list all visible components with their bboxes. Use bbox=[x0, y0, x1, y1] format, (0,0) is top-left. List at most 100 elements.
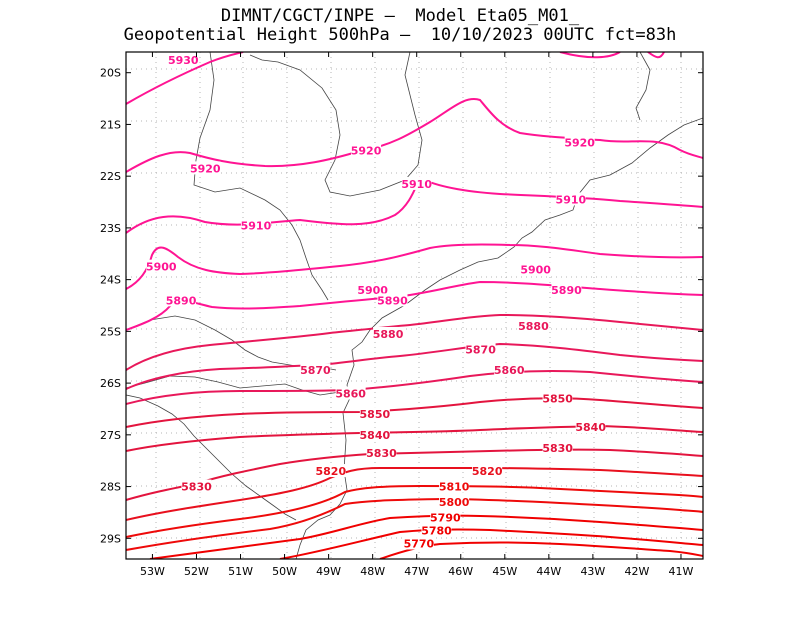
x-tick-label: 45W bbox=[492, 565, 517, 578]
contour-label-bg bbox=[542, 440, 573, 454]
contour-label-5860: 5860 bbox=[335, 387, 366, 400]
y-axis: 20S 21S 22S 23S 24S 25S 26S 27S 28S 29S bbox=[100, 67, 703, 545]
contour-label-bg bbox=[403, 536, 434, 550]
x-tick-label: 46W bbox=[448, 565, 473, 578]
contour-label-5900: 5900 bbox=[520, 263, 551, 276]
y-tick-label: 22S bbox=[100, 170, 121, 183]
x-tick-label: 44W bbox=[536, 565, 561, 578]
x-axis: 53W 52W 51W 50W 49W 48W 47W 46W 45W 44W 43W 42W 41W bbox=[140, 52, 694, 578]
contour-label-bg bbox=[168, 52, 199, 66]
contour-label-5910: 5910 bbox=[556, 193, 587, 206]
x-tick-label: 47W bbox=[404, 565, 429, 578]
contour-label-5890: 5890 bbox=[551, 284, 582, 297]
contour-label-bg bbox=[181, 479, 212, 493]
contour-label-bg bbox=[401, 176, 432, 190]
contour-label-bg bbox=[377, 293, 408, 307]
contour-label-5780: 5780 bbox=[421, 525, 452, 538]
contour-label-bg bbox=[542, 391, 573, 405]
contour-line-5780 bbox=[279, 528, 703, 559]
contour-line-5930 bbox=[126, 52, 665, 105]
contour-label-5910: 5910 bbox=[401, 178, 432, 191]
contour-label-bg bbox=[494, 363, 525, 377]
contour-label-bg bbox=[357, 282, 388, 296]
contour-label-5800: 5800 bbox=[439, 496, 470, 509]
contour-label-5770: 5770 bbox=[404, 537, 435, 550]
contour-label-bg bbox=[359, 407, 390, 421]
contour-line-5900 bbox=[126, 243, 703, 290]
y-tick-label: 20S bbox=[100, 67, 121, 80]
contour-label-5900: 5900 bbox=[146, 261, 177, 274]
contour-label-5930: 5930 bbox=[168, 54, 199, 67]
lat-lon-grid bbox=[126, 52, 703, 559]
contour-label-bg bbox=[564, 135, 595, 149]
x-tick-label: 48W bbox=[360, 565, 385, 578]
x-tick-label: 53W bbox=[140, 565, 165, 578]
contour-label-5890: 5890 bbox=[377, 294, 408, 307]
y-tick-label: 25S bbox=[100, 325, 121, 338]
contour-lines bbox=[126, 52, 703, 559]
y-tick-label: 23S bbox=[100, 222, 121, 235]
contour-label-bg bbox=[315, 464, 346, 478]
contour-label-5790: 5790 bbox=[430, 512, 461, 525]
contour-label-bg bbox=[373, 326, 404, 340]
contour-label-5850: 5850 bbox=[360, 408, 391, 421]
x-tick-label: 43W bbox=[580, 565, 605, 578]
contour-line-5890 bbox=[126, 280, 703, 331]
contour-label-bg bbox=[575, 420, 606, 434]
contour-line-5810 bbox=[126, 484, 703, 538]
contour-label-bg bbox=[430, 510, 461, 524]
y-tick-label: 29S bbox=[100, 532, 121, 545]
contour-label-5850: 5850 bbox=[542, 393, 573, 406]
x-tick-label: 49W bbox=[316, 565, 341, 578]
contour-label-5920: 5920 bbox=[351, 144, 382, 157]
contour-label-bg bbox=[439, 479, 470, 493]
contour-label-5840: 5840 bbox=[575, 421, 606, 434]
contour-line-5840 bbox=[126, 424, 703, 452]
contour-label-bg bbox=[240, 218, 271, 232]
contour-label-5920: 5920 bbox=[190, 162, 221, 175]
contour-line-5910 bbox=[126, 176, 703, 234]
contour-label-bg bbox=[520, 262, 551, 276]
contour-label-bg bbox=[551, 282, 582, 296]
contour-label-bg bbox=[518, 319, 549, 333]
x-tick-label: 42W bbox=[624, 565, 649, 578]
x-tick-label: 51W bbox=[228, 565, 253, 578]
contour-label-5870: 5870 bbox=[300, 364, 331, 377]
contour-label-bg bbox=[421, 523, 452, 537]
y-tick-label: 24S bbox=[100, 274, 121, 287]
contour-label-5870: 5870 bbox=[465, 343, 496, 356]
y-tick-label: 27S bbox=[100, 429, 121, 442]
contour-label-bg bbox=[359, 427, 390, 441]
contour-label-5880: 5880 bbox=[518, 320, 549, 333]
contour-label-bg bbox=[335, 386, 366, 400]
contour-label-5880: 5880 bbox=[373, 328, 404, 341]
contour-line-5880 bbox=[126, 313, 703, 371]
contour-label-bg bbox=[366, 445, 397, 459]
contour-label-5890: 5890 bbox=[166, 294, 197, 307]
y-tick-label: 28S bbox=[100, 481, 121, 494]
contour-label-bg bbox=[166, 293, 197, 307]
x-tick-label: 52W bbox=[184, 565, 209, 578]
contour-label-bg bbox=[300, 363, 331, 377]
chart-title-line2: Geopotential Height 500hPa – 10/10/2023 … bbox=[123, 25, 677, 45]
x-tick-label: 50W bbox=[272, 565, 297, 578]
y-tick-label: 26S bbox=[100, 377, 121, 390]
contour-label-bg bbox=[439, 495, 470, 509]
coastline-and-borders bbox=[126, 52, 703, 559]
contour-label-5910: 5910 bbox=[241, 219, 272, 232]
contour-line-5920 bbox=[126, 98, 703, 173]
contour-label-bg bbox=[465, 342, 496, 356]
contour-line-5850 bbox=[126, 397, 703, 428]
contour-labels: 5930592059205920591059105910590059005900… bbox=[146, 52, 606, 550]
contour-label-5830: 5830 bbox=[366, 447, 397, 460]
y-tick-label: 21S bbox=[100, 118, 121, 131]
contour-label-5810: 5810 bbox=[439, 481, 470, 494]
contour-line-5820 bbox=[126, 466, 703, 521]
contour-label-5820: 5820 bbox=[472, 465, 503, 478]
plot-frame bbox=[125, 51, 704, 560]
contour-label-5840: 5840 bbox=[360, 429, 391, 442]
contour-label-bg bbox=[146, 259, 177, 273]
x-tick-label: 41W bbox=[669, 565, 694, 578]
contour-label-5920: 5920 bbox=[564, 137, 595, 150]
contour-line-5860 bbox=[126, 370, 703, 405]
